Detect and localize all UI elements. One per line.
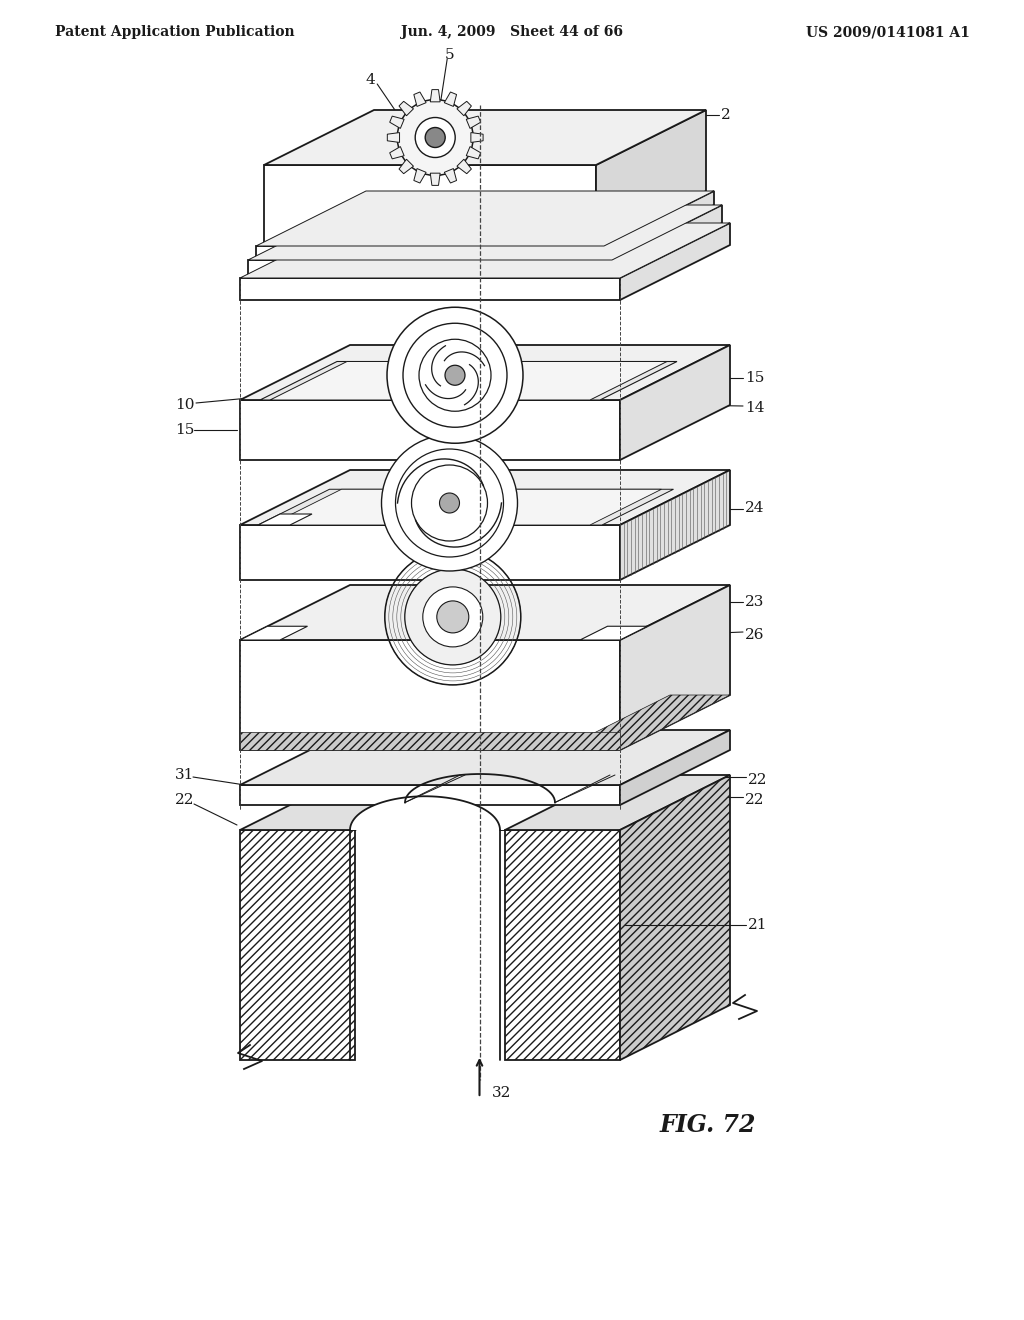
Text: Jun. 4, 2009   Sheet 44 of 66: Jun. 4, 2009 Sheet 44 of 66 bbox=[401, 25, 623, 40]
Circle shape bbox=[419, 339, 490, 412]
Polygon shape bbox=[457, 160, 471, 174]
Circle shape bbox=[412, 465, 487, 541]
Polygon shape bbox=[240, 345, 730, 400]
Polygon shape bbox=[466, 116, 480, 128]
Text: US 2009/0141081 A1: US 2009/0141081 A1 bbox=[806, 25, 970, 40]
Text: 10: 10 bbox=[265, 422, 285, 437]
Polygon shape bbox=[505, 830, 620, 1060]
Polygon shape bbox=[240, 775, 465, 830]
Polygon shape bbox=[240, 470, 730, 525]
Polygon shape bbox=[560, 696, 730, 750]
Polygon shape bbox=[505, 775, 730, 830]
Polygon shape bbox=[596, 110, 706, 246]
Polygon shape bbox=[240, 279, 620, 300]
Circle shape bbox=[387, 308, 523, 444]
Polygon shape bbox=[604, 191, 714, 260]
Circle shape bbox=[445, 366, 465, 385]
Text: 15: 15 bbox=[175, 422, 195, 437]
Polygon shape bbox=[399, 102, 414, 116]
Polygon shape bbox=[240, 785, 620, 805]
Polygon shape bbox=[430, 173, 440, 185]
Polygon shape bbox=[240, 585, 730, 640]
Text: 2: 2 bbox=[721, 108, 731, 121]
Polygon shape bbox=[240, 640, 620, 750]
Polygon shape bbox=[390, 116, 404, 128]
Polygon shape bbox=[264, 165, 596, 246]
Polygon shape bbox=[258, 490, 674, 525]
Circle shape bbox=[403, 323, 507, 428]
Text: 31: 31 bbox=[175, 768, 195, 781]
Polygon shape bbox=[444, 169, 457, 183]
Polygon shape bbox=[457, 102, 471, 116]
Polygon shape bbox=[264, 110, 706, 165]
Polygon shape bbox=[620, 345, 730, 459]
Polygon shape bbox=[248, 260, 612, 279]
Polygon shape bbox=[471, 132, 483, 143]
Circle shape bbox=[395, 449, 504, 557]
Text: 22: 22 bbox=[175, 793, 195, 807]
Text: 24: 24 bbox=[745, 502, 765, 516]
Polygon shape bbox=[240, 730, 730, 785]
Polygon shape bbox=[414, 92, 426, 107]
Polygon shape bbox=[444, 92, 457, 107]
Polygon shape bbox=[399, 160, 414, 174]
Polygon shape bbox=[248, 205, 722, 260]
Polygon shape bbox=[430, 90, 440, 102]
Circle shape bbox=[397, 99, 473, 176]
Polygon shape bbox=[620, 585, 730, 750]
Polygon shape bbox=[620, 730, 730, 805]
Circle shape bbox=[382, 436, 517, 572]
Text: 5: 5 bbox=[445, 48, 455, 62]
Circle shape bbox=[404, 569, 501, 665]
Polygon shape bbox=[240, 400, 620, 459]
Polygon shape bbox=[270, 490, 662, 525]
Polygon shape bbox=[466, 147, 480, 158]
Text: 4: 4 bbox=[366, 73, 375, 87]
Polygon shape bbox=[350, 796, 500, 830]
Polygon shape bbox=[414, 169, 426, 183]
Polygon shape bbox=[260, 362, 677, 400]
Text: 14: 14 bbox=[745, 401, 765, 414]
Circle shape bbox=[439, 492, 460, 513]
Polygon shape bbox=[387, 132, 399, 143]
Polygon shape bbox=[240, 830, 355, 1060]
Polygon shape bbox=[240, 626, 307, 640]
Circle shape bbox=[437, 601, 469, 632]
Text: 15: 15 bbox=[745, 371, 764, 385]
Text: 10: 10 bbox=[175, 399, 195, 412]
Polygon shape bbox=[612, 205, 722, 279]
Text: 22: 22 bbox=[748, 774, 768, 787]
Polygon shape bbox=[620, 223, 730, 300]
Circle shape bbox=[415, 117, 456, 157]
Polygon shape bbox=[240, 525, 620, 579]
Text: 32: 32 bbox=[492, 1086, 511, 1100]
Polygon shape bbox=[240, 733, 620, 750]
Text: 21: 21 bbox=[748, 917, 768, 932]
Text: 22: 22 bbox=[745, 793, 765, 807]
Polygon shape bbox=[270, 362, 667, 400]
Polygon shape bbox=[258, 513, 312, 525]
Text: FIG. 72: FIG. 72 bbox=[660, 1113, 757, 1137]
Text: 26: 26 bbox=[745, 628, 765, 642]
Polygon shape bbox=[256, 246, 604, 260]
Polygon shape bbox=[620, 775, 730, 1060]
Polygon shape bbox=[580, 626, 647, 640]
Polygon shape bbox=[620, 470, 730, 579]
Polygon shape bbox=[256, 191, 714, 246]
Text: 23: 23 bbox=[745, 594, 764, 609]
Circle shape bbox=[423, 587, 482, 647]
Circle shape bbox=[425, 128, 445, 148]
Polygon shape bbox=[390, 147, 404, 158]
Polygon shape bbox=[240, 223, 730, 279]
Text: Patent Application Publication: Patent Application Publication bbox=[55, 25, 295, 40]
